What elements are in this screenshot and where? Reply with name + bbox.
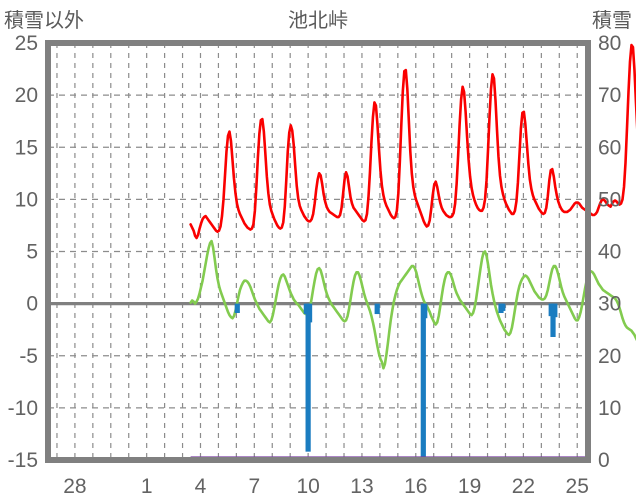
y-tick-label-right: 40 [598,241,621,264]
y-tick-label-right: 30 [598,293,621,316]
x-tick-label: 22 [512,475,535,498]
bar-blue-bars [374,303,380,315]
x-tick-label: 4 [195,475,207,498]
y-tick-label-left: 20 [15,84,38,107]
bar-blue-bars [500,303,506,311]
bar-blue-bars [552,303,558,318]
y-tick-label-right: 0 [598,449,610,472]
y-tick-label-left: -5 [19,345,38,368]
x-tick-label: 25 [566,475,589,498]
x-tick-label: 7 [248,475,260,498]
plot-frame [45,40,591,463]
y-tick-label-left: -10 [8,397,38,420]
plot-border [45,40,591,463]
y-tick-label-right: 10 [598,397,621,420]
bar-blue-bars [305,303,311,452]
y-tick-label-right: 70 [598,84,621,107]
y-tick-label-right: 20 [598,345,621,368]
x-tick-label: 13 [350,475,373,498]
x-tick-label: 10 [296,475,319,498]
grid-layer [48,43,588,460]
y-tick-label-left: 0 [26,293,38,316]
x-tick-label: 16 [404,475,427,498]
y-tick-label-left: 5 [26,241,38,264]
bar-blue-bars [306,303,313,323]
y-tick-label-left: -15 [8,449,38,472]
plot-layer [189,43,636,461]
series-line-green-series [189,239,636,370]
left-axis-title: 積雪以外 [4,10,84,32]
series-line-red-series [189,43,636,240]
y-tick-label-left: 10 [15,188,38,211]
page-title: 池北峠 [288,10,348,32]
x-tick-label: 19 [458,475,481,498]
y-tick-label-right: 50 [598,188,621,211]
bar-blue-bars [422,303,428,319]
x-tick-label: 28 [63,475,86,498]
bar-blue-bars [234,303,240,314]
bar-blue-bars [550,303,556,337]
bar-blue-bars [420,303,426,461]
right-axis-title: 積雪 [592,10,632,32]
y-tick-label-right: 80 [598,32,621,55]
axis-tick-labels: -15 -10 -5 0 5 10 15 20 25 0 10 20 30 40 50 60 70 80 28 1 4 7… [8,32,622,498]
y-tick-label-left: 15 [15,136,38,159]
y-tick-label-right: 60 [598,136,621,159]
y-tick-label-left: 25 [15,32,38,55]
x-tick-label: 1 [141,475,153,498]
